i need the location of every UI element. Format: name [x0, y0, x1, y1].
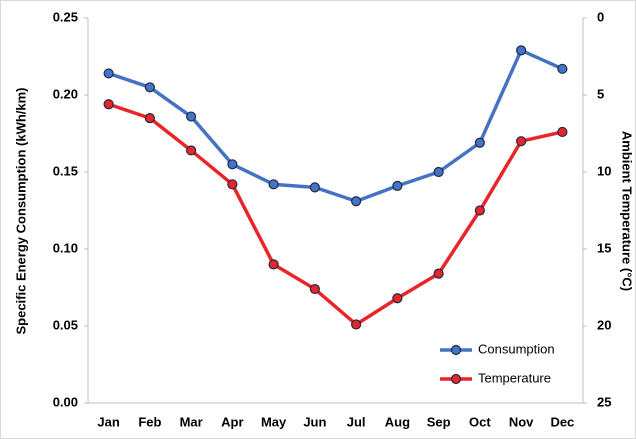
x-tick-label: Jul — [347, 414, 366, 429]
legend-label: Consumption — [478, 341, 555, 356]
y2-tick-label: 15 — [597, 240, 611, 255]
y2-tick-label: 20 — [597, 317, 611, 332]
data-point — [186, 145, 197, 156]
y2-axis-label: Ambient Temperature (°C) — [620, 131, 635, 291]
series-line — [108, 48, 564, 204]
x-tick-label: Sep — [427, 414, 451, 429]
legend-marker — [450, 373, 462, 385]
data-point — [186, 111, 197, 122]
y-tick-label: 0.15 — [53, 163, 78, 178]
legend-marker — [450, 344, 462, 356]
y-tick-label: 0.00 — [53, 394, 78, 409]
x-tick-label: Apr — [221, 414, 243, 429]
x-tick-label: Jun — [303, 414, 326, 429]
data-point — [474, 137, 485, 148]
data-point — [268, 179, 279, 190]
y2-tick-label: 0 — [597, 9, 604, 24]
y-axis-label: Specific Energy Consumption (kWh/km) — [13, 87, 28, 334]
data-point — [351, 196, 362, 207]
data-point — [144, 82, 155, 93]
y2-tick-label: 25 — [597, 394, 611, 409]
data-point — [557, 126, 568, 138]
data-point — [433, 268, 444, 279]
y-tick-label: 0.05 — [53, 317, 78, 332]
x-tick-label: Jan — [97, 414, 119, 429]
x-tick-label: Aug — [385, 414, 410, 429]
data-point — [268, 259, 279, 270]
data-point — [309, 283, 320, 295]
legend-label: Temperature — [478, 370, 551, 385]
data-point — [392, 180, 403, 191]
x-tick-label: May — [261, 414, 287, 429]
data-point — [474, 205, 485, 216]
data-point — [227, 179, 238, 190]
data-point — [557, 63, 568, 74]
x-tick-label: Nov — [509, 414, 534, 429]
x-tick-label: Feb — [138, 414, 161, 429]
data-point — [516, 45, 527, 56]
data-point — [144, 112, 155, 124]
y-tick-label: 0.25 — [53, 9, 78, 24]
x-tick-label: Dec — [550, 414, 574, 429]
data-point — [103, 68, 114, 79]
y-tick-label: 0.10 — [53, 240, 78, 255]
data-point — [103, 99, 114, 110]
x-tick-label: Oct — [469, 414, 491, 429]
y2-tick-label: 10 — [597, 163, 611, 178]
data-point — [309, 182, 320, 193]
x-tick-label: Mar — [180, 414, 203, 429]
data-point — [392, 293, 403, 304]
y-tick-label: 0.20 — [53, 86, 78, 101]
data-point — [351, 319, 362, 330]
data-point — [516, 136, 527, 147]
series-line — [108, 102, 563, 327]
y2-tick-label: 5 — [597, 86, 604, 101]
data-point — [433, 166, 444, 178]
data-point — [227, 159, 238, 170]
